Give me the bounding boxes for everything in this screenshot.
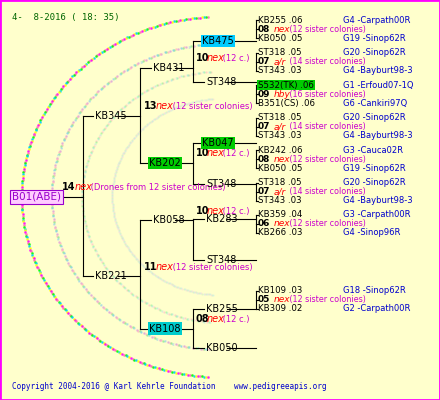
Text: 08: 08 [196, 314, 209, 324]
Text: (12 sister colonies): (12 sister colonies) [287, 155, 366, 164]
Text: S532(TK) .06: S532(TK) .06 [258, 81, 314, 90]
Text: ST343 .03: ST343 .03 [258, 196, 301, 205]
Text: 10: 10 [196, 206, 209, 216]
Text: G20 -Sinop62R: G20 -Sinop62R [343, 48, 406, 57]
Text: 07: 07 [258, 57, 271, 66]
Text: KB266 .03: KB266 .03 [258, 228, 302, 238]
Text: a/r: a/r [274, 187, 286, 196]
Text: KB047: KB047 [202, 138, 234, 148]
Text: G3 -Carpath00R: G3 -Carpath00R [343, 210, 411, 219]
Text: KB283: KB283 [206, 214, 238, 224]
Text: G19 -Sinop62R: G19 -Sinop62R [343, 164, 406, 173]
Text: G18 -Sinop62R: G18 -Sinop62R [343, 286, 406, 296]
Text: 11: 11 [144, 262, 157, 272]
Text: 05: 05 [258, 296, 270, 304]
Text: nex: nex [156, 262, 174, 272]
Text: KB255 .06: KB255 .06 [258, 16, 302, 25]
Text: G20 -Sinop62R: G20 -Sinop62R [343, 113, 406, 122]
Text: KB108: KB108 [150, 324, 181, 334]
Text: (14 sister colonies): (14 sister colonies) [287, 122, 366, 131]
Text: 07: 07 [258, 122, 271, 131]
Text: KB359 .04: KB359 .04 [258, 210, 302, 219]
Text: KB050 .05: KB050 .05 [258, 34, 302, 43]
Text: (12 sister colonies): (12 sister colonies) [169, 263, 252, 272]
Text: KB109 .03: KB109 .03 [258, 286, 302, 296]
Text: nex: nex [274, 220, 290, 228]
Text: G2 -Carpath00R: G2 -Carpath00R [343, 304, 410, 314]
Text: 10: 10 [196, 148, 209, 158]
Text: KB221: KB221 [95, 272, 127, 282]
Text: (12 sister colonies): (12 sister colonies) [287, 220, 366, 228]
Text: ST318 .05: ST318 .05 [258, 113, 301, 122]
Text: nex: nex [274, 25, 290, 34]
Text: (12 c.): (12 c.) [220, 150, 249, 158]
Text: (Drones from 12 sister colonies): (Drones from 12 sister colonies) [88, 183, 226, 192]
Text: 13: 13 [144, 101, 157, 111]
Text: KB242 .06: KB242 .06 [258, 146, 302, 155]
Text: nex: nex [75, 182, 92, 192]
Text: KB431: KB431 [153, 62, 185, 72]
Text: (12 sister colonies): (12 sister colonies) [169, 102, 252, 111]
Text: B01(ABE): B01(ABE) [12, 192, 61, 202]
Text: nex: nex [274, 296, 290, 304]
Text: Copyright 2004-2016 @ Karl Kehrle Foundation    www.pedigreeapis.org: Copyright 2004-2016 @ Karl Kehrle Founda… [12, 382, 326, 391]
Text: 09: 09 [258, 90, 271, 99]
Text: 06: 06 [258, 220, 270, 228]
Text: (12 c.): (12 c.) [220, 207, 249, 216]
Text: nex: nex [156, 101, 174, 111]
Text: G4 -Bayburt98-3: G4 -Bayburt98-3 [343, 66, 413, 75]
Text: G3 -Cauca02R: G3 -Cauca02R [343, 146, 403, 155]
Text: G1 -Erfoud07-1Q: G1 -Erfoud07-1Q [343, 81, 414, 90]
Text: KB050: KB050 [206, 343, 238, 353]
Text: a/r: a/r [274, 122, 286, 131]
Text: KB345: KB345 [95, 111, 127, 121]
Text: G6 -Cankiri97Q: G6 -Cankiri97Q [343, 99, 407, 108]
Text: KB255: KB255 [206, 304, 238, 314]
Text: ST348: ST348 [206, 77, 237, 87]
Text: 07: 07 [258, 187, 271, 196]
Text: (12 c.): (12 c.) [220, 54, 249, 63]
Text: G4 -Bayburt98-3: G4 -Bayburt98-3 [343, 131, 413, 140]
Text: a/r: a/r [274, 57, 286, 66]
Text: nex: nex [207, 314, 225, 324]
Text: nex: nex [207, 206, 225, 216]
Text: KB058: KB058 [153, 215, 185, 225]
Text: ST348: ST348 [206, 254, 237, 264]
Text: nex: nex [207, 53, 225, 63]
Text: ST343 .03: ST343 .03 [258, 131, 301, 140]
Text: 08: 08 [258, 25, 270, 34]
Text: (12 sister colonies): (12 sister colonies) [287, 25, 366, 34]
Text: (14 sister colonies): (14 sister colonies) [287, 187, 366, 196]
Text: ST343 .03: ST343 .03 [258, 66, 301, 75]
Text: G4 -Bayburt98-3: G4 -Bayburt98-3 [343, 196, 413, 205]
Text: ST348: ST348 [206, 179, 237, 189]
Text: G19 -Sinop62R: G19 -Sinop62R [343, 34, 406, 43]
Text: G4 -Sinop96R: G4 -Sinop96R [343, 228, 400, 238]
Text: (14 sister colonies): (14 sister colonies) [287, 57, 366, 66]
Text: nex: nex [207, 148, 225, 158]
Text: 08: 08 [258, 155, 270, 164]
Text: (16 sister colonies): (16 sister colonies) [287, 90, 366, 99]
Text: nex: nex [274, 155, 290, 164]
Text: ST318 .05: ST318 .05 [258, 178, 301, 187]
Text: ST318 .05: ST318 .05 [258, 48, 301, 57]
Text: KB202: KB202 [149, 158, 181, 168]
Text: 14: 14 [62, 182, 75, 192]
Text: 10: 10 [196, 53, 209, 63]
Text: (12 sister colonies): (12 sister colonies) [287, 296, 366, 304]
Text: G4 -Carpath00R: G4 -Carpath00R [343, 16, 410, 25]
Text: KB309 .02: KB309 .02 [258, 304, 302, 314]
Text: KB050 .05: KB050 .05 [258, 164, 302, 173]
Text: B351(CS) .06: B351(CS) .06 [258, 99, 315, 108]
Text: 4-  8-2016 ( 18: 35): 4- 8-2016 ( 18: 35) [12, 13, 120, 22]
Text: hby: hby [274, 90, 290, 99]
Text: KB475: KB475 [202, 36, 234, 46]
Text: G20 -Sinop62R: G20 -Sinop62R [343, 178, 406, 187]
Text: (12 c.): (12 c.) [220, 315, 249, 324]
